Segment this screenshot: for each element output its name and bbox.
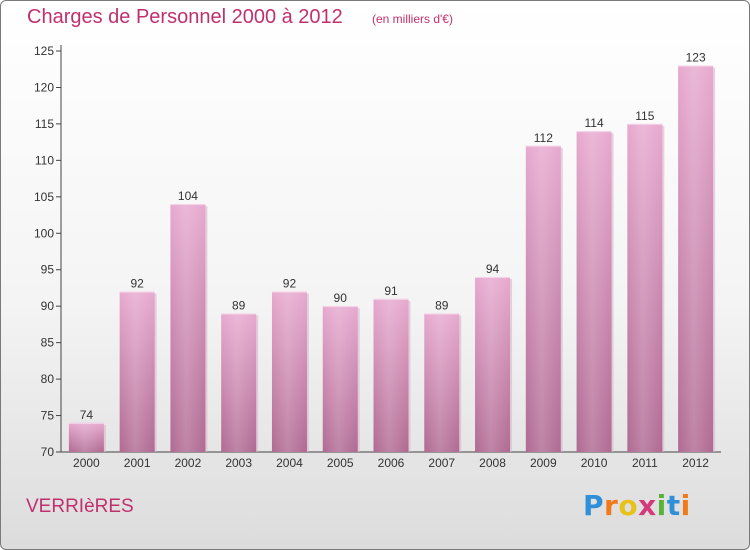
y-tick-label: 75 <box>41 409 55 423</box>
x-tick-label: 2012 <box>682 456 709 470</box>
bar <box>322 306 360 452</box>
bars <box>68 65 716 453</box>
y-tick-label: 125 <box>34 44 54 58</box>
y-tick-label: 95 <box>41 263 55 277</box>
bar-highlight <box>119 291 155 452</box>
bar <box>678 65 716 452</box>
bar <box>424 313 462 452</box>
bar-value-label: 92 <box>283 277 297 291</box>
bar-value-label: 89 <box>435 298 449 312</box>
y-tick-label: 115 <box>35 117 54 131</box>
y-tick-label: 120 <box>34 80 54 94</box>
x-tick-label: 2000 <box>73 456 100 470</box>
y-tick-label: 90 <box>41 299 55 313</box>
logo-letter: i <box>680 489 691 522</box>
bar-value-label: 74 <box>80 408 94 422</box>
bar <box>271 291 309 452</box>
bar-highlight <box>475 277 511 452</box>
bar <box>627 123 665 452</box>
logo-letter: o <box>618 489 639 522</box>
bar-highlight <box>373 298 409 452</box>
bar-value-label: 104 <box>178 189 198 203</box>
y-tick-label: 80 <box>41 372 55 386</box>
bar <box>525 145 563 453</box>
bar-highlight <box>221 313 257 452</box>
y-tick-label: 100 <box>34 226 54 240</box>
x-tick-label: 2010 <box>581 456 608 470</box>
bar-value-label: 91 <box>384 284 398 298</box>
x-tick-label: 2007 <box>428 456 455 470</box>
chart-subtitle: (en milliers d'€) <box>372 12 453 26</box>
logo-letter: t <box>666 489 681 522</box>
data-labels: 74 92 104 89 92 90 91 89 94 112 114 115 123 <box>80 51 706 422</box>
bar <box>119 291 157 452</box>
y-tick-label: 70 <box>41 445 55 459</box>
bar-highlight <box>576 131 612 452</box>
y-tick-label: 110 <box>35 153 54 167</box>
bar-highlight <box>68 422 104 452</box>
bar <box>475 277 513 452</box>
x-tick-label: 2002 <box>175 456 202 470</box>
logo-letter: r <box>604 489 619 522</box>
bar-value-label: 89 <box>232 298 246 312</box>
bar-value-label: 112 <box>534 131 553 145</box>
x-tick-label: 2003 <box>225 456 252 470</box>
x-tick-label: 2009 <box>530 456 557 470</box>
bar <box>170 204 208 452</box>
logo-letter: i <box>656 489 667 522</box>
bar-highlight <box>271 291 307 452</box>
y-tick-label: 105 <box>34 190 54 204</box>
x-tick-label: 2008 <box>479 456 506 470</box>
proxiti-logo[interactable]: Proxiti <box>583 489 691 522</box>
bar-value-label: 123 <box>686 51 706 65</box>
y-tick-label: 85 <box>41 336 55 350</box>
bar-value-label: 94 <box>486 262 500 276</box>
x-tick-label: 2004 <box>276 456 303 470</box>
x-tick-label: 2005 <box>327 456 354 470</box>
x-tick-label: 2011 <box>632 456 658 470</box>
bar-highlight <box>627 123 663 452</box>
bar-value-label: 90 <box>334 291 348 305</box>
commune-name: VERRIèRES <box>26 496 134 517</box>
logo-letter: P <box>583 489 605 522</box>
x-tick-label: 2001 <box>124 456 151 470</box>
logo-letter: x <box>638 489 657 522</box>
x-tick-label: 2006 <box>378 456 405 470</box>
x-axis: 2000 2001 2002 2003 2004 2005 2006 2007 2008 2009… <box>61 451 721 470</box>
bar-value-label: 115 <box>635 109 654 123</box>
bar-highlight <box>525 145 561 453</box>
bar <box>576 131 614 452</box>
bar <box>221 313 259 452</box>
bar-highlight <box>424 313 460 452</box>
bar-highlight <box>322 306 358 452</box>
bar <box>373 298 411 452</box>
chart-title: Charges de Personnel 2000 à 2012 <box>27 6 343 28</box>
bar-value-label: 114 <box>585 116 604 130</box>
bar-highlight <box>678 65 714 452</box>
bar-highlight <box>170 204 206 452</box>
y-axis: 70 75 80 85 90 95 100 105 110 115 120 125 <box>34 44 62 459</box>
bar <box>68 422 106 452</box>
bar-value-label: 92 <box>130 277 144 291</box>
